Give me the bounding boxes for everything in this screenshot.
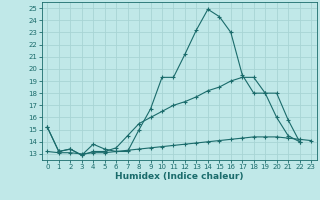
X-axis label: Humidex (Indice chaleur): Humidex (Indice chaleur) xyxy=(115,172,244,181)
